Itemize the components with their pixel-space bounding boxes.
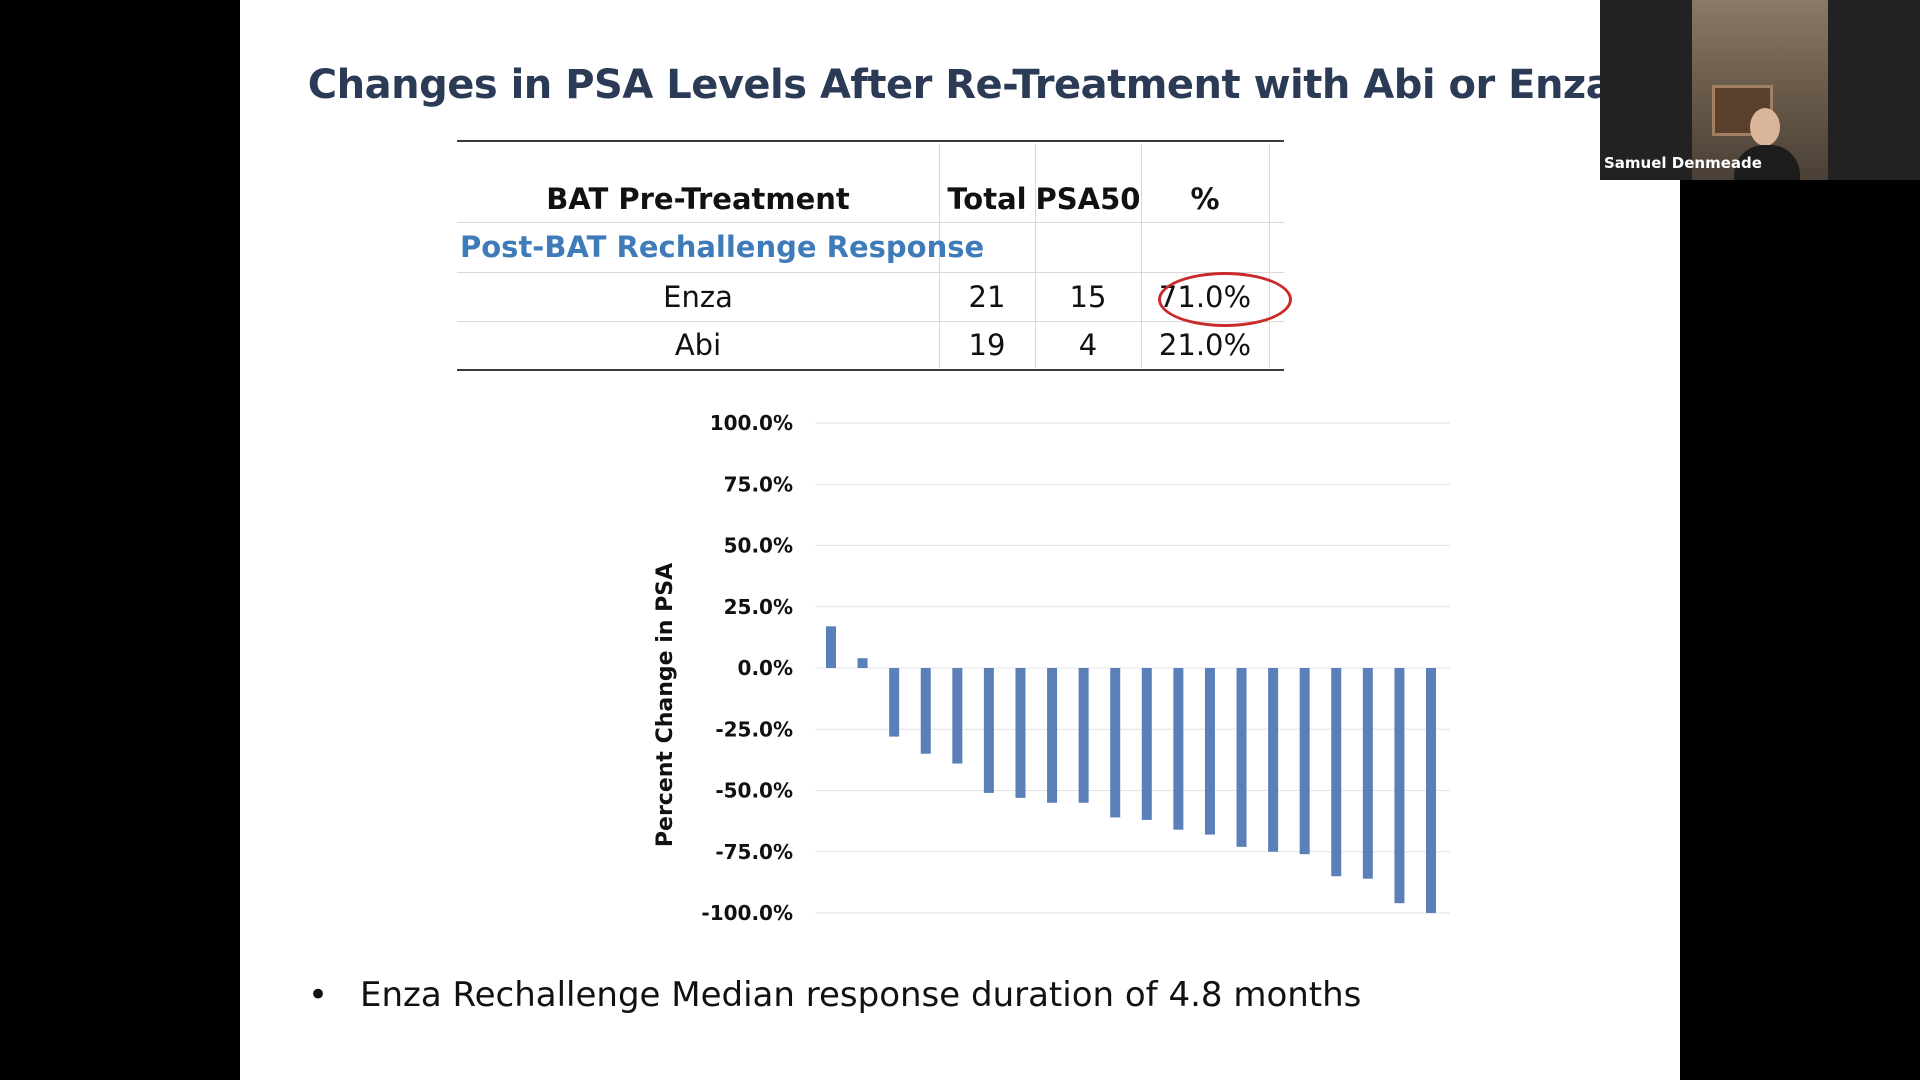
subheader-rechallenge-response: Post-BAT Rechallenge Response [460,230,985,264]
bar-16 [1299,668,1310,855]
row-enza-total: 21 [968,280,1006,314]
bars [826,626,1436,913]
table-gridline [457,321,1284,322]
bar-11 [1141,668,1152,820]
table-top-rule [457,140,1284,142]
row-enza-drug: Enza [663,280,733,314]
y-tick-label: -100.0% [701,901,793,925]
bar-3 [889,668,900,737]
highlight-circle [1158,272,1292,327]
slide: Changes in PSA Levels After Re-Treatment… [240,0,1680,1080]
bar-1 [826,626,836,668]
table-column-divider [939,144,940,368]
bar-2 [857,658,868,668]
y-tick-label: -50.0% [715,779,793,803]
table-bottom-rule [457,369,1284,371]
bar-14 [1236,668,1247,847]
bullet-dot-icon: • [308,975,329,1015]
bar-6 [983,668,994,793]
psa-waterfall-chart: 100.0% 75.0% 50.0% 25.0% 0.0% -25.0% -50.0% -75… [653,411,1450,925]
psa-response-table: BAT Pre-Treatment Total PSA50 % Post-BAT… [457,140,1284,372]
bullet-point: • Enza Rechallenge Median response durati… [308,975,1361,1015]
bar-17 [1331,668,1342,877]
bar-7 [1015,668,1026,798]
gridlines [815,422,1450,914]
y-axis-ticks: 100.0% 75.0% 50.0% 25.0% 0.0% -25.0% -50.0% -75… [701,411,793,925]
header-bat-pretreatment: BAT Pre-Treatment [546,182,850,216]
bar-19 [1394,668,1405,904]
bar-4 [920,668,931,754]
header-total: Total [947,182,1027,216]
bar-9 [1078,668,1089,803]
bar-5 [952,668,963,764]
bar-18 [1362,668,1373,879]
row-abi-total: 19 [968,328,1006,362]
bar-13 [1204,668,1215,835]
bullet-text: Enza Rechallenge Median response duratio… [360,975,1362,1015]
y-tick-label: 100.0% [710,411,793,435]
y-tick-label: 25.0% [724,595,793,619]
bar-10 [1110,668,1121,818]
y-tick-label: -25.0% [715,717,793,741]
table-column-divider [1035,144,1036,368]
table-gridline [457,272,1284,273]
bar-8 [1047,668,1058,803]
bar-15 [1268,668,1279,852]
header-percent: % [1190,182,1220,216]
y-tick-label: 75.0% [724,472,793,496]
y-axis-label: Percent Change in PSA [653,563,678,847]
bar-12 [1173,668,1184,830]
slide-title: Changes in PSA Levels After Re-Treatment… [307,62,1613,108]
row-enza-psa50: 15 [1069,280,1107,314]
table-column-divider [1141,144,1142,368]
row-abi-percent: 21.0% [1158,328,1252,362]
table-column-divider [1269,144,1270,368]
participant-name: Samuel Denmeade [1604,154,1762,172]
table-gridline [457,222,1284,223]
y-tick-label: 50.0% [724,534,793,558]
participant-video-feed [1692,0,1828,180]
person-body-icon [1734,145,1800,180]
person-head-icon [1750,108,1780,146]
row-abi-drug: Abi [674,328,722,362]
participant-video-tile[interactable]: Samuel Denmeade [1600,0,1920,180]
y-tick-label: 0.0% [738,656,793,680]
bar-20 [1426,668,1436,913]
y-tick-label: -75.0% [715,840,793,864]
header-psa50: PSA50 [1035,182,1141,216]
row-abi-psa50: 4 [1078,328,1098,362]
